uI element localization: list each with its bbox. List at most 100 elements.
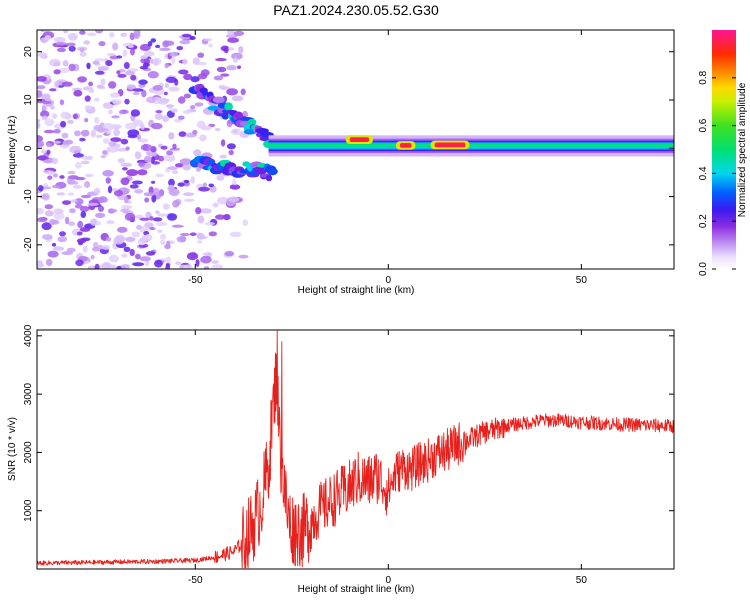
noise-blob — [123, 62, 130, 69]
noise-blob — [105, 60, 113, 67]
noise-blob — [37, 207, 44, 215]
noise-blob — [108, 81, 117, 89]
noise-blob — [62, 60, 69, 67]
noise-blob — [106, 145, 119, 153]
lower-arm-blob — [267, 167, 278, 176]
noise-blob — [116, 226, 128, 233]
noise-blob — [76, 46, 88, 52]
noise-blob — [168, 188, 180, 196]
noise-blob — [183, 198, 195, 202]
noise-blob — [131, 231, 141, 238]
noise-blob — [200, 125, 212, 131]
noise-blob — [127, 68, 139, 72]
noise-blob — [165, 256, 171, 264]
noise-blob — [157, 213, 169, 217]
spectrogram-ytick-label: -10 — [23, 189, 34, 204]
noise-blob — [59, 99, 65, 106]
noise-blob — [87, 202, 99, 207]
noise-blob — [155, 110, 163, 114]
noise-blob — [124, 212, 136, 221]
noise-blob — [37, 217, 47, 223]
noise-blob — [76, 238, 87, 244]
spectrogram-xtick-label: -50 — [188, 275, 203, 286]
noise-blob — [77, 76, 87, 83]
noise-blob — [212, 202, 219, 208]
noise-blob — [211, 264, 224, 269]
noise-blob — [179, 264, 188, 269]
noise-blob — [117, 158, 125, 164]
noise-blob — [38, 156, 50, 160]
noise-blob — [98, 41, 106, 47]
snr-marks — [37, 330, 674, 569]
noise-blob — [178, 131, 187, 137]
noise-blob — [218, 84, 227, 89]
noise-blob — [53, 36, 66, 43]
noise-blob — [123, 246, 131, 252]
noise-blob — [73, 90, 83, 97]
noise-blob — [157, 229, 163, 233]
noise-blob — [49, 58, 61, 67]
noise-blob — [226, 119, 233, 128]
spectrogram-ylabel: Frequency (Hz) — [7, 116, 18, 185]
noise-blob — [113, 128, 120, 137]
noise-blob — [69, 145, 82, 154]
noise-blob — [174, 78, 179, 86]
noise-blob — [98, 127, 109, 133]
noise-blob — [130, 109, 141, 117]
noise-blob — [90, 218, 98, 226]
noise-blob — [86, 32, 97, 37]
noise-blob — [197, 240, 203, 244]
noise-blob — [52, 140, 62, 144]
noise-blob — [229, 184, 237, 190]
noise-blob — [228, 149, 234, 156]
noise-blob — [232, 57, 239, 63]
noise-blob — [74, 130, 81, 137]
noise-blob — [182, 58, 188, 65]
noise-blob — [72, 113, 78, 120]
noise-blob — [132, 262, 145, 267]
noise-blob — [64, 139, 74, 145]
noise-blob — [80, 129, 90, 137]
noise-blob — [74, 204, 83, 209]
noise-blob — [165, 76, 177, 83]
noise-blob — [44, 35, 51, 41]
colorbar: 0.0 0.2 0.4 0.6 0.8 Normalized spectral ampl… — [698, 30, 748, 276]
noise-blob — [163, 91, 168, 96]
noise-blob — [53, 69, 61, 75]
noise-blob — [66, 42, 76, 47]
noise-blob — [98, 205, 104, 212]
noise-blob — [216, 66, 227, 73]
noise-blob — [170, 108, 178, 113]
noise-blob — [95, 212, 106, 219]
noise-blob — [111, 115, 120, 119]
noise-blob — [63, 30, 68, 34]
noise-blob — [164, 243, 171, 250]
noise-blob — [58, 67, 70, 74]
noise-blob — [143, 192, 156, 197]
noise-blob — [64, 113, 72, 120]
noise-blob — [132, 88, 144, 92]
noise-blob — [110, 137, 122, 143]
amplitude-segment — [399, 143, 412, 148]
noise-blob — [162, 203, 170, 210]
noise-blob — [179, 232, 190, 237]
noise-blob — [153, 187, 160, 195]
noise-blob — [154, 113, 163, 120]
noise-blob — [164, 83, 169, 89]
noise-blob — [158, 97, 169, 105]
noise-blob — [41, 115, 48, 121]
noise-blob — [53, 212, 65, 220]
noise-blob — [237, 65, 241, 69]
noise-blob — [38, 185, 44, 192]
noise-blob — [116, 55, 123, 59]
noise-blob — [176, 46, 184, 51]
noise-blob — [196, 236, 208, 239]
noise-blob — [66, 247, 76, 253]
noise-blob — [132, 91, 140, 96]
amplitude-segment — [434, 142, 466, 148]
noise-blob — [47, 250, 59, 258]
noise-blob — [127, 44, 134, 49]
noise-blob — [95, 220, 101, 226]
noise-blob — [197, 73, 208, 80]
noise-blob — [178, 69, 189, 75]
